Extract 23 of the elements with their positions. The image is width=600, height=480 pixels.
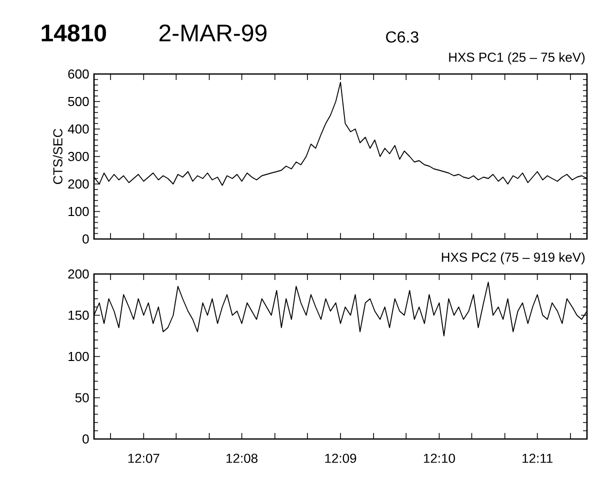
y-tick-label: 150 <box>68 310 89 320</box>
x-tick-label: 12:08 <box>226 454 258 463</box>
y-tick-label: 200 <box>68 179 89 189</box>
text: 2-MAR-99 <box>159 24 266 42</box>
text: C6.3 <box>386 31 418 43</box>
chart-title: HXS PC2 (75 – 919 keV) <box>442 252 585 264</box>
y-tick-label: 50 <box>75 393 89 402</box>
y-tick-label: 0 <box>82 234 89 244</box>
y-tick-label: 200 <box>68 269 89 279</box>
text: 14810 <box>42 24 106 42</box>
chart-title: HXS PC1 (25 – 75 keV) <box>449 52 585 64</box>
y-axis-title: CTS/SEC <box>52 128 62 184</box>
y-tick-label: 400 <box>68 124 89 134</box>
y-tick-label: 100 <box>68 352 89 362</box>
y-tick-label: 100 <box>68 206 89 216</box>
y-tick-label: 0 <box>82 434 89 444</box>
y-tick-label: 600 <box>68 69 89 79</box>
y-tick-label: 300 <box>68 152 89 162</box>
x-tick-label: 12:10 <box>424 454 455 463</box>
x-tick-label: 12:11 <box>522 454 552 463</box>
y-tick-label: 500 <box>68 96 89 106</box>
x-tick-label: 12:07 <box>128 454 160 463</box>
x-tick-label: 12:09 <box>325 454 356 463</box>
